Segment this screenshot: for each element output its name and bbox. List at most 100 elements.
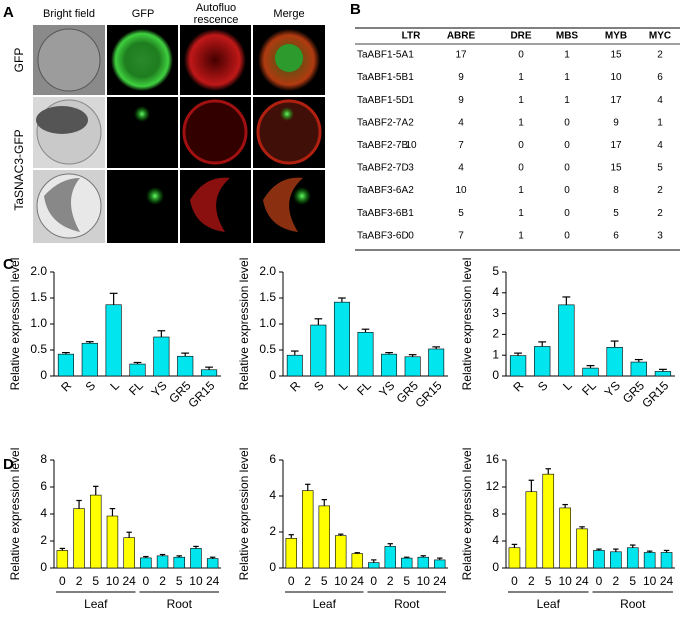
bar — [428, 348, 445, 377]
table-cell: 1 — [564, 95, 570, 106]
x-tick-label: GR15 — [639, 378, 671, 410]
error-bar — [596, 548, 602, 551]
table-cell: 4 — [458, 163, 464, 174]
table-cell: 15 — [610, 50, 622, 61]
error-bar — [361, 328, 370, 333]
bar — [417, 556, 429, 569]
x-tick-label: GR15 — [413, 378, 445, 410]
table-cell: 0 — [518, 140, 524, 151]
table-cell: 17 — [610, 140, 622, 151]
y-tick-label: 1.5 — [259, 290, 276, 304]
table-cell: 17 — [455, 50, 467, 61]
y-tick-label: 0 — [492, 560, 499, 574]
error-bar — [159, 553, 166, 556]
x-tick-label: L — [107, 378, 122, 393]
y-tick-label: 6 — [269, 452, 276, 466]
table-cell: 7 — [458, 140, 464, 151]
y-tick-label: 0.5 — [30, 342, 47, 356]
bar — [368, 562, 380, 569]
x-tick-label: GR15 — [185, 378, 217, 410]
bar — [173, 556, 185, 569]
bar — [177, 355, 194, 377]
bar — [534, 346, 551, 377]
error-bar — [288, 534, 294, 539]
y-axis-label: Relative expression level — [460, 448, 474, 581]
error-bar — [176, 555, 182, 558]
panel-label: A — [3, 4, 14, 21]
error-bar — [538, 341, 547, 347]
x-tick-label: 2 — [613, 574, 620, 588]
table-cell: 0 — [564, 208, 570, 219]
table-cell: 0 — [564, 185, 570, 196]
bar — [81, 342, 98, 377]
y-tick-label: 1.0 — [259, 316, 276, 330]
x-tick-label: 10 — [558, 574, 572, 588]
x-tick-label: 5 — [629, 574, 636, 588]
table-cell: 15 — [610, 163, 622, 174]
table-cell: 1 — [518, 230, 524, 241]
y-tick-label: 4 — [492, 285, 499, 299]
x-tick-label: 24 — [660, 574, 674, 588]
table-cell: 3 — [657, 230, 663, 241]
table-cell: 9 — [458, 95, 464, 106]
error-bar — [59, 547, 66, 551]
bar — [140, 557, 152, 569]
x-tick-label: 2 — [159, 574, 166, 588]
error-bar — [646, 550, 653, 553]
y-axis-label: Relative expression level — [460, 258, 474, 391]
x-tick-label: FL — [126, 378, 146, 398]
x-tick-label: 2 — [304, 574, 311, 588]
y-tick-label: 8 — [492, 506, 499, 520]
table-cell: TaABF2-7A — [357, 117, 408, 128]
bar — [335, 535, 347, 569]
y-tick-label: 6 — [40, 479, 47, 493]
table-cell: 2 — [408, 117, 414, 128]
table-cell: 0 — [408, 230, 414, 241]
bar — [106, 515, 119, 569]
error-bar — [338, 533, 344, 536]
table-cell: 10 — [610, 72, 622, 83]
y-axis-label: Relative expression level — [8, 448, 22, 581]
table-cell: 1 — [518, 72, 524, 83]
error-bar — [528, 479, 535, 492]
error-bar — [630, 544, 636, 548]
table-cell: TaABF1-5D — [357, 95, 409, 106]
error-bar — [338, 297, 346, 303]
table-cell: 4 — [657, 95, 663, 106]
x-tick-label: 5 — [403, 574, 410, 588]
error-bar — [354, 552, 360, 554]
error-bar — [321, 499, 327, 506]
table-cell: 1 — [408, 72, 414, 83]
table-cell: 4 — [458, 117, 464, 128]
error-bar — [109, 508, 116, 517]
error-bar — [562, 503, 568, 508]
y-tick-label: 1.5 — [30, 290, 47, 304]
bar — [643, 552, 656, 569]
table-cell: 7 — [458, 230, 464, 241]
bar — [302, 490, 314, 569]
error-bar — [408, 354, 417, 357]
error-bar — [613, 548, 619, 552]
table-cell: 2 — [657, 50, 663, 61]
bar — [576, 528, 588, 569]
y-axis-label: Relative expression level — [237, 258, 251, 391]
table-cell: TaABF1-5A — [357, 50, 408, 61]
y-tick-label: 2 — [269, 524, 276, 538]
bar — [129, 363, 146, 377]
error-bar — [586, 365, 595, 369]
y-tick-label: 1 — [492, 347, 499, 361]
x-tick-label: S — [83, 378, 99, 394]
x-tick-label: R — [510, 378, 526, 394]
x-tick-label: 24 — [122, 574, 136, 588]
bar — [593, 550, 605, 569]
x-tick-label: 24 — [351, 574, 365, 588]
y-tick-label: 16 — [486, 452, 500, 466]
x-tick-label: 5 — [321, 574, 328, 588]
error-bar — [545, 468, 551, 475]
error-bar — [157, 330, 166, 337]
y-tick-label: 0 — [492, 368, 499, 382]
group-label: Root — [394, 597, 420, 611]
error-bar — [62, 352, 70, 355]
error-bar — [290, 350, 299, 356]
